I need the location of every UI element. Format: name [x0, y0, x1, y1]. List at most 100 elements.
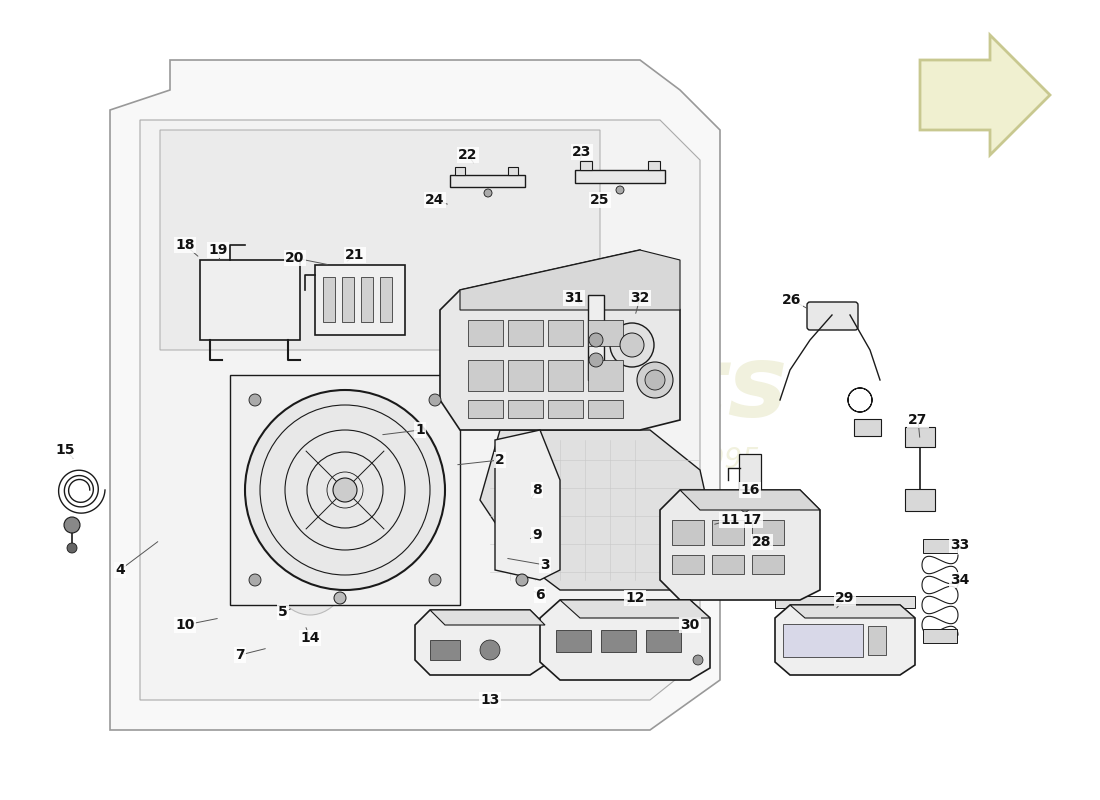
- Bar: [672, 520, 704, 545]
- Circle shape: [334, 592, 346, 604]
- Bar: [646, 630, 681, 652]
- Text: 8: 8: [532, 483, 542, 497]
- Text: 12: 12: [625, 591, 645, 605]
- Circle shape: [737, 500, 754, 516]
- FancyBboxPatch shape: [905, 489, 935, 511]
- FancyBboxPatch shape: [905, 427, 935, 447]
- FancyBboxPatch shape: [807, 302, 858, 330]
- Polygon shape: [920, 35, 1050, 155]
- Bar: [342, 277, 354, 322]
- Bar: [323, 277, 336, 322]
- Text: a passion for parts since 1995: a passion for parts since 1995: [340, 446, 760, 474]
- Polygon shape: [110, 60, 720, 730]
- Circle shape: [249, 574, 261, 586]
- Circle shape: [588, 333, 603, 347]
- Text: 16: 16: [740, 483, 760, 497]
- Text: 30: 30: [681, 618, 700, 632]
- Bar: [468, 400, 503, 418]
- Bar: [508, 360, 543, 391]
- Bar: [361, 277, 373, 322]
- Bar: [672, 555, 704, 574]
- Circle shape: [616, 186, 624, 194]
- Text: 19: 19: [208, 243, 228, 257]
- Bar: [648, 161, 660, 170]
- Polygon shape: [790, 605, 915, 618]
- Text: 22: 22: [459, 148, 477, 162]
- Text: 10: 10: [175, 618, 195, 632]
- Bar: [230, 375, 460, 605]
- Bar: [200, 260, 300, 340]
- Text: 27: 27: [909, 413, 927, 427]
- Text: 29: 29: [835, 591, 855, 605]
- Circle shape: [484, 189, 492, 197]
- Text: 6: 6: [536, 588, 544, 602]
- Bar: [588, 400, 623, 418]
- Text: 24: 24: [426, 193, 444, 207]
- FancyBboxPatch shape: [854, 419, 881, 436]
- Text: 13: 13: [481, 693, 499, 707]
- Polygon shape: [776, 605, 915, 675]
- Ellipse shape: [265, 485, 355, 615]
- Text: 25: 25: [591, 193, 609, 207]
- Bar: [468, 320, 503, 346]
- Text: 2: 2: [495, 453, 505, 467]
- Bar: [468, 360, 503, 391]
- Circle shape: [480, 640, 501, 660]
- Text: 21: 21: [345, 248, 365, 262]
- Bar: [548, 320, 583, 346]
- Circle shape: [741, 504, 749, 512]
- Circle shape: [620, 333, 644, 357]
- Bar: [548, 400, 583, 418]
- Bar: [868, 626, 886, 655]
- Bar: [752, 520, 784, 545]
- Text: 15: 15: [55, 443, 75, 457]
- Polygon shape: [430, 610, 544, 625]
- Polygon shape: [540, 600, 710, 680]
- Circle shape: [64, 517, 80, 533]
- Bar: [783, 624, 864, 657]
- Bar: [588, 360, 623, 391]
- Circle shape: [588, 353, 603, 367]
- Text: 34: 34: [950, 573, 970, 587]
- Text: 14: 14: [300, 631, 320, 645]
- Bar: [315, 265, 405, 335]
- FancyBboxPatch shape: [923, 629, 957, 643]
- Bar: [430, 640, 460, 660]
- Circle shape: [333, 478, 358, 502]
- Text: 1: 1: [415, 423, 425, 437]
- Polygon shape: [140, 120, 700, 700]
- FancyBboxPatch shape: [923, 539, 957, 553]
- FancyBboxPatch shape: [739, 454, 761, 491]
- Polygon shape: [460, 250, 680, 310]
- Text: 31: 31: [564, 291, 584, 305]
- Bar: [712, 555, 744, 574]
- Bar: [601, 630, 636, 652]
- Bar: [588, 320, 623, 346]
- Bar: [508, 400, 543, 418]
- Circle shape: [645, 370, 665, 390]
- Text: 20: 20: [285, 251, 305, 265]
- Text: 5: 5: [278, 605, 288, 619]
- Bar: [556, 630, 591, 652]
- Text: 7: 7: [235, 648, 245, 662]
- Text: 11: 11: [720, 513, 739, 527]
- Polygon shape: [160, 130, 600, 350]
- Circle shape: [637, 362, 673, 398]
- Text: 33: 33: [950, 538, 969, 552]
- Bar: [508, 320, 543, 346]
- Polygon shape: [660, 490, 820, 600]
- Text: 28: 28: [752, 535, 772, 549]
- Bar: [580, 161, 592, 170]
- Circle shape: [516, 574, 528, 586]
- Polygon shape: [440, 250, 680, 430]
- Bar: [548, 360, 583, 391]
- Bar: [748, 530, 775, 548]
- Text: 17: 17: [742, 513, 761, 527]
- Polygon shape: [415, 610, 544, 675]
- Bar: [450, 175, 525, 187]
- Circle shape: [67, 543, 77, 553]
- Bar: [712, 520, 744, 545]
- Circle shape: [245, 390, 446, 590]
- Bar: [575, 170, 666, 183]
- Text: 26: 26: [782, 293, 802, 307]
